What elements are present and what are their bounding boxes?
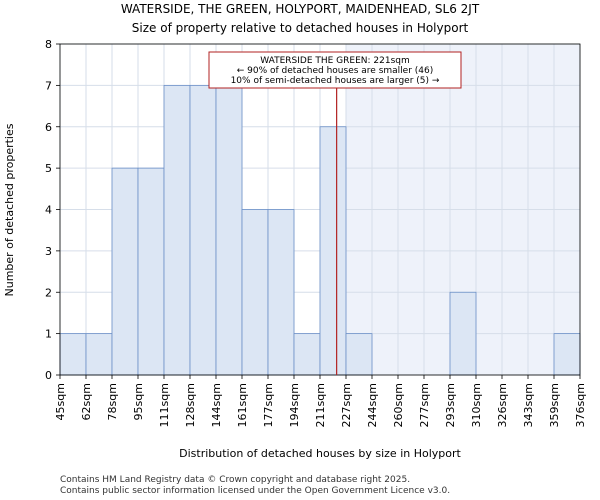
chart-title: WATERSIDE, THE GREEN, HOLYPORT, MAIDENHE… [121,2,480,16]
bar-293sqm [449,291,477,376]
x-axis-label: Distribution of detached houses by size … [179,447,461,460]
x-tick-label: 326sqm [496,383,509,427]
x-tick-label: 111sqm [158,383,171,427]
x-tick-label: 260sqm [392,383,405,427]
bar-359sqm [553,333,581,376]
x-tick-label: 62sqm [80,383,93,420]
bar-227sqm [345,333,373,376]
bar-128sqm [189,84,217,376]
y-axis-ticks: 0 1 2 3 4 5 6 7 8 [45,38,60,382]
bar-177sqm [267,209,295,376]
bar-111sqm [163,84,191,376]
bar-62sqm [85,333,113,376]
footer-line-2: Contains public sector information licen… [60,486,450,496]
x-tick-label: 277sqm [418,383,431,427]
x-tick-label: 293sqm [444,383,457,427]
x-tick-label: 376sqm [574,383,587,427]
annotation-line-1: WATERSIDE THE GREEN: 221sqm [260,56,410,66]
x-tick-label: 359sqm [548,383,561,427]
y-tick-label: 3 [45,245,52,258]
x-tick-label: 343sqm [522,383,535,427]
y-tick-label: 6 [45,121,52,134]
x-tick-label: 45sqm [54,383,67,420]
y-tick-label: 1 [45,328,52,341]
x-tick-label: 78sqm [106,383,119,420]
y-axis-label: Number of detached properties [3,123,16,296]
annotation-line-2: ← 90% of detached houses are smaller (46… [237,66,434,76]
x-tick-label: 194sqm [288,383,301,427]
bar-144sqm [215,84,243,376]
bar-45sqm [59,333,87,376]
x-tick-label: 310sqm [470,383,483,427]
y-tick-label: 2 [45,286,52,299]
x-axis-ticks: 45sqm 62sqm 78sqm 95sqm 111sqm 128sqm 144sqm 16… [54,375,587,427]
bar-211sqm [319,126,347,376]
bar-95sqm [137,167,165,376]
x-tick-label: 144sqm [210,383,223,427]
y-tick-label: 4 [45,204,52,217]
x-tick-label: 95sqm [132,383,145,420]
bars [59,84,581,376]
footer-line-1: Contains HM Land Registry data © Crown c… [60,475,410,485]
bar-194sqm [293,333,321,376]
x-tick-label: 211sqm [314,383,327,427]
x-tick-label: 128sqm [184,383,197,427]
y-tick-label: 7 [45,79,52,92]
bar-161sqm [241,209,269,376]
x-tick-label: 244sqm [366,383,379,427]
annotation-box [208,51,462,89]
x-tick-label: 177sqm [262,383,275,427]
y-tick-label: 8 [45,38,52,51]
x-tick-label: 227sqm [340,383,353,427]
y-tick-label: 5 [45,162,52,175]
bar-78sqm [111,167,139,376]
annotation-line-3: 10% of semi-detached houses are larger (… [231,76,440,86]
chart-subtitle: Size of property relative to detached ho… [132,21,469,35]
y-tick-label: 0 [45,369,52,382]
x-tick-label: 161sqm [236,383,249,427]
